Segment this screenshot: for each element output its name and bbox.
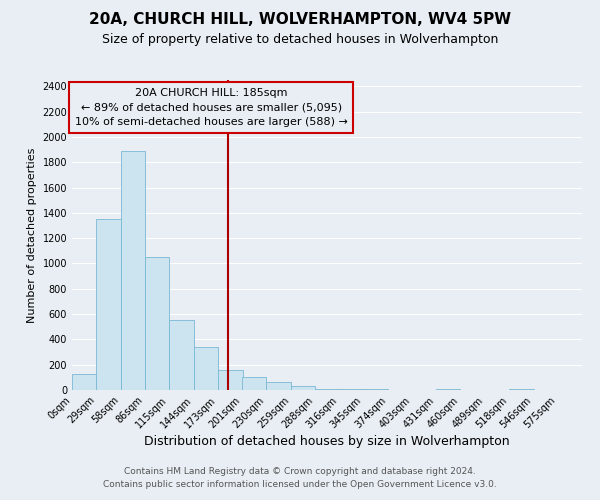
Bar	[72, 374, 97, 390]
Bar	[169, 320, 194, 390]
Y-axis label: Number of detached properties: Number of detached properties	[27, 148, 37, 322]
Bar	[145, 257, 169, 390]
Bar	[97, 219, 121, 390]
Bar	[218, 370, 242, 390]
Text: 20A CHURCH HILL: 185sqm
← 89% of detached houses are smaller (5,095)
10% of semi: 20A CHURCH HILL: 185sqm ← 89% of detache…	[75, 88, 348, 127]
X-axis label: Distribution of detached houses by size in Wolverhampton: Distribution of detached houses by size …	[144, 436, 510, 448]
Text: Contains HM Land Registry data © Crown copyright and database right 2024.: Contains HM Land Registry data © Crown c…	[124, 467, 476, 476]
Bar	[242, 376, 266, 390]
Bar	[194, 347, 218, 390]
Text: Size of property relative to detached houses in Wolverhampton: Size of property relative to detached ho…	[102, 32, 498, 46]
Bar	[290, 386, 315, 390]
Bar	[121, 151, 145, 390]
Text: Contains public sector information licensed under the Open Government Licence v3: Contains public sector information licen…	[103, 480, 497, 489]
Text: 20A, CHURCH HILL, WOLVERHAMPTON, WV4 5PW: 20A, CHURCH HILL, WOLVERHAMPTON, WV4 5PW	[89, 12, 511, 28]
Bar	[266, 382, 290, 390]
